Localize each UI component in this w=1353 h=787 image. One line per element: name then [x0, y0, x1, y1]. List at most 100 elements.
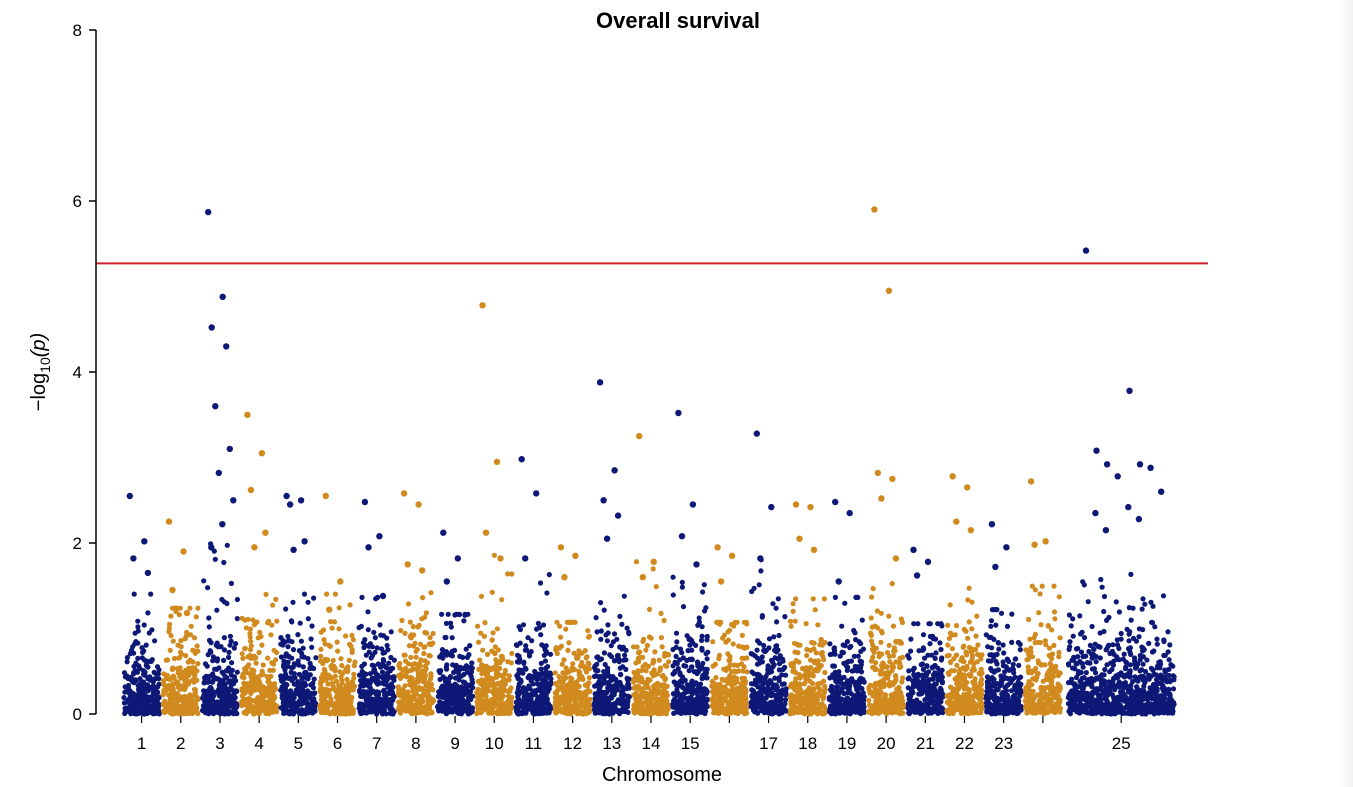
snp-point	[381, 687, 387, 693]
snp-point	[574, 711, 580, 717]
snp-point	[374, 645, 380, 651]
snp-point	[733, 669, 740, 675]
snp-point	[547, 651, 554, 657]
snp-point	[428, 697, 434, 703]
snp-point	[505, 688, 511, 694]
snp-point	[251, 685, 257, 691]
snp-point	[567, 675, 574, 681]
snp-point	[151, 696, 157, 702]
snp-point	[137, 699, 143, 705]
snp-point	[526, 673, 533, 679]
snp-point	[777, 698, 783, 705]
snp-point	[752, 653, 758, 659]
snp-point	[782, 697, 789, 703]
snp-point	[428, 710, 434, 716]
snp-point	[744, 644, 750, 650]
snp-point	[817, 642, 823, 648]
chromosome-5-points	[278, 492, 319, 717]
snp-point	[530, 689, 536, 696]
snp-point	[408, 654, 414, 660]
top-snp-point	[693, 561, 700, 568]
snp-point	[703, 651, 709, 657]
snp-point	[739, 632, 746, 639]
snp-point	[345, 692, 351, 698]
snp-point	[422, 614, 428, 620]
snp-point	[410, 643, 417, 649]
snp-point	[811, 686, 817, 693]
snp-point	[538, 632, 544, 638]
snp-point	[180, 696, 186, 702]
snp-point	[231, 681, 237, 687]
snp-point	[664, 683, 670, 690]
snp-point	[270, 602, 276, 608]
snp-point	[740, 668, 746, 674]
top-snp-point	[283, 492, 290, 500]
snp-point	[810, 596, 816, 602]
snp-point	[729, 621, 735, 628]
snp-point	[704, 689, 710, 695]
snp-point	[479, 709, 485, 715]
chromosome-16-points	[709, 544, 750, 717]
snp-point	[624, 625, 630, 631]
snp-point	[226, 709, 232, 715]
chromosome-15-points	[670, 409, 711, 717]
snp-point	[497, 665, 503, 672]
snp-point	[181, 685, 187, 691]
snp-point	[194, 694, 200, 701]
snp-point	[334, 639, 340, 645]
snp-point	[330, 708, 336, 714]
snp-point	[494, 626, 500, 632]
snp-point	[491, 552, 497, 558]
snp-point	[248, 638, 254, 644]
snp-point	[540, 689, 546, 695]
snp-point	[696, 687, 703, 693]
snp-point	[489, 677, 495, 683]
snp-point	[493, 671, 499, 677]
snp-point	[525, 701, 531, 708]
top-snp-point	[290, 546, 297, 553]
snp-point	[853, 594, 859, 601]
snp-point	[595, 699, 602, 705]
snp-point	[598, 600, 604, 606]
snp-point	[689, 678, 695, 684]
snp-point	[417, 641, 424, 647]
snp-point	[790, 702, 796, 708]
snp-point	[570, 680, 576, 686]
snp-point	[132, 667, 138, 674]
snp-point	[768, 693, 775, 699]
snp-point	[224, 600, 230, 607]
snp-point	[741, 664, 747, 670]
snp-point	[357, 689, 363, 695]
snp-point	[362, 691, 368, 697]
snp-point	[679, 679, 685, 685]
snp-point	[305, 599, 311, 605]
snp-point	[756, 582, 762, 588]
snp-point	[680, 604, 687, 610]
snp-point	[328, 619, 334, 625]
snp-point	[457, 664, 463, 671]
snp-point	[819, 710, 825, 717]
snp-point	[350, 687, 356, 693]
snp-point	[553, 703, 559, 709]
snp-point	[400, 667, 406, 673]
snp-point	[587, 696, 593, 702]
snp-point	[570, 661, 576, 667]
snp-point	[821, 678, 827, 684]
snp-point	[415, 700, 421, 706]
snp-point	[699, 633, 705, 639]
snp-point	[131, 591, 137, 597]
snp-point	[349, 632, 355, 639]
snp-point	[358, 693, 364, 700]
snp-point	[144, 707, 150, 713]
snp-point	[420, 595, 426, 601]
snp-point	[218, 677, 224, 683]
snp-point	[191, 686, 198, 693]
snp-point	[521, 694, 527, 700]
snp-point	[426, 705, 432, 711]
top-snp-point	[533, 490, 540, 497]
snp-point	[820, 696, 826, 702]
snp-point	[855, 653, 861, 659]
snp-point	[605, 679, 612, 686]
snp-point	[141, 679, 147, 685]
snp-point	[566, 640, 572, 646]
